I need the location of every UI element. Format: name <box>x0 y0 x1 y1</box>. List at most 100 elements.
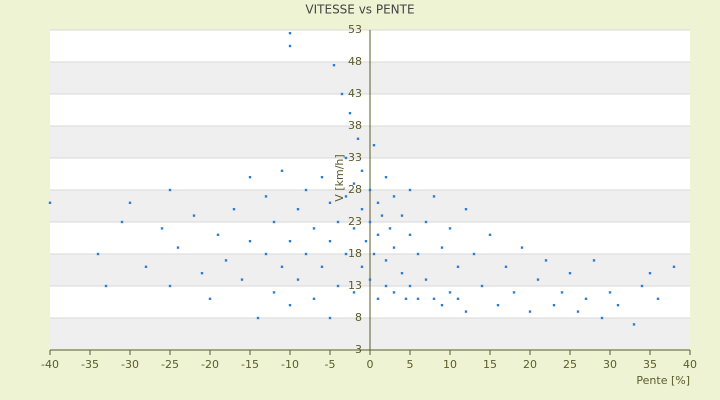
point <box>568 272 572 275</box>
point <box>248 240 252 243</box>
point <box>592 259 596 262</box>
point <box>288 240 292 243</box>
point <box>368 188 372 192</box>
point <box>312 297 316 300</box>
point <box>296 208 300 211</box>
x-tick-label: -25 <box>161 358 179 371</box>
x-tick-label: -30 <box>121 358 139 371</box>
point <box>192 214 196 217</box>
point <box>496 304 500 307</box>
point <box>168 188 172 192</box>
point <box>440 304 444 307</box>
point <box>480 284 484 288</box>
x-tick-label: -15 <box>241 358 259 371</box>
point <box>296 278 300 281</box>
point <box>608 291 612 294</box>
point <box>400 214 404 217</box>
x-tick-label: -20 <box>201 358 219 371</box>
point <box>380 214 384 217</box>
point <box>464 208 468 211</box>
point <box>320 176 324 179</box>
point <box>488 233 492 236</box>
point <box>240 278 244 281</box>
point <box>432 297 436 300</box>
point <box>424 220 428 224</box>
point <box>332 64 336 67</box>
point <box>372 252 376 256</box>
point <box>168 284 172 288</box>
y-tick-label: 28 <box>348 183 362 196</box>
point <box>96 252 100 256</box>
point <box>264 195 268 198</box>
point <box>616 304 620 307</box>
x-tick-label: 35 <box>643 358 657 371</box>
point <box>344 252 348 256</box>
point <box>304 252 308 256</box>
x-tick-label: -5 <box>325 358 336 371</box>
point <box>272 291 276 294</box>
point <box>464 310 468 313</box>
point <box>104 284 108 288</box>
point <box>584 297 588 300</box>
point <box>208 297 212 300</box>
y-tick-label: 13 <box>348 279 362 292</box>
y-tick-label: 8 <box>355 311 362 324</box>
x-tick-label: 5 <box>407 358 414 371</box>
point <box>448 291 452 294</box>
point <box>280 265 284 268</box>
point <box>340 92 344 96</box>
point <box>144 265 148 268</box>
point <box>404 297 408 300</box>
point <box>440 246 444 249</box>
point <box>384 259 388 262</box>
point <box>456 265 460 268</box>
point <box>424 278 428 281</box>
point <box>536 278 540 281</box>
point <box>512 291 516 294</box>
point <box>348 112 352 115</box>
y-axis-label: V [km/h] <box>333 154 346 201</box>
point <box>368 278 372 281</box>
point <box>328 201 332 204</box>
point <box>272 220 276 224</box>
point <box>216 233 220 236</box>
point <box>392 291 396 294</box>
point <box>376 201 380 204</box>
point <box>344 195 348 198</box>
point <box>640 284 644 288</box>
point <box>456 297 460 300</box>
point <box>560 291 564 294</box>
y-tick-label: 33 <box>348 151 362 164</box>
y-tick-label: 53 <box>348 23 362 36</box>
chart-title: VITESSE vs PENTE <box>305 3 414 17</box>
x-tick-label: 0 <box>367 358 374 371</box>
point <box>576 310 580 313</box>
point <box>48 201 52 204</box>
point <box>364 240 368 243</box>
point <box>408 188 412 192</box>
point <box>392 246 396 249</box>
point <box>600 316 604 320</box>
y-tick-label: 23 <box>348 215 362 228</box>
x-tick-label: -10 <box>281 358 299 371</box>
point <box>472 252 476 256</box>
point <box>544 259 548 262</box>
point <box>248 176 252 179</box>
point <box>416 297 420 300</box>
point <box>232 208 236 211</box>
y-tick-label: 18 <box>348 247 362 260</box>
point <box>336 284 340 288</box>
y-tick-label: 48 <box>348 55 362 68</box>
point <box>356 137 360 140</box>
point <box>384 284 388 288</box>
point <box>224 259 228 262</box>
point <box>672 265 676 268</box>
x-axis-label: Pente [%] <box>636 374 690 387</box>
point <box>528 310 532 313</box>
point <box>256 316 260 320</box>
point <box>632 323 636 326</box>
point <box>360 265 364 268</box>
point <box>408 284 412 288</box>
point <box>352 227 356 230</box>
point <box>376 297 380 300</box>
